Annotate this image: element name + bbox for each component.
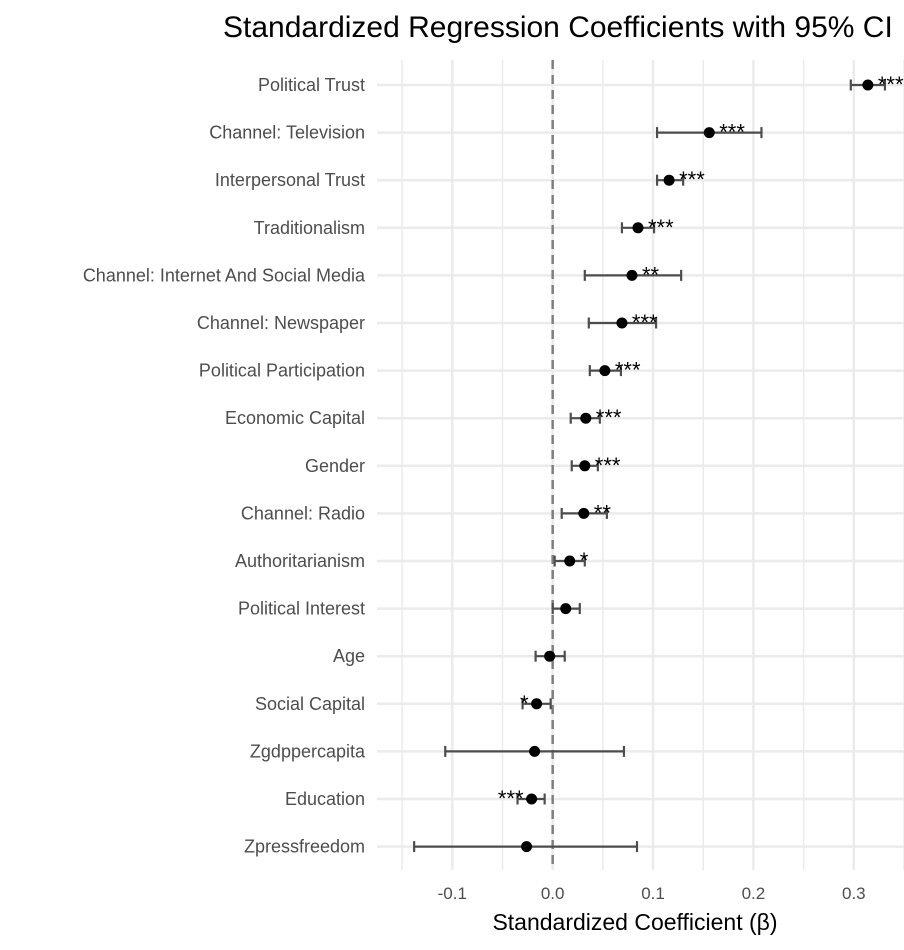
x-tick-label: 0.1 (641, 884, 665, 903)
estimate-point (578, 507, 590, 519)
category-label: Authoritarianism (235, 551, 365, 571)
estimate-point (531, 698, 543, 710)
estimate-point (626, 269, 638, 281)
category-label: Economic Capital (225, 408, 365, 428)
x-tick-label: -0.1 (438, 884, 467, 903)
significance-marker: * (580, 548, 589, 573)
category-label: Social Capital (255, 694, 365, 714)
category-label: Age (333, 646, 365, 666)
estimate-point (663, 174, 675, 186)
estimate-point (862, 79, 874, 91)
chart-title: Standardized Regression Coefficients wit… (223, 11, 893, 44)
category-label: Political Interest (238, 599, 365, 619)
point-layer (521, 79, 874, 853)
estimate-point (703, 127, 715, 139)
category-label: Channel: Radio (241, 503, 365, 523)
grid-layer (377, 60, 904, 870)
x-tick-label: 0.0 (541, 884, 565, 903)
estimate-point (521, 841, 533, 853)
estimate-point (544, 650, 556, 662)
category-label: Zpressfreedom (244, 837, 365, 857)
significance-marker: *** (595, 453, 621, 478)
category-label: Political Participation (199, 361, 365, 381)
category-label: Traditionalism (254, 218, 365, 238)
significance-marker: *** (632, 310, 658, 335)
significance-marker: *** (596, 405, 622, 430)
category-label: Gender (305, 456, 365, 476)
category-label: Channel: Television (209, 123, 365, 143)
significance-marker: *** (719, 120, 745, 145)
significance-marker: *** (648, 215, 674, 240)
significance-marker: *** (498, 786, 524, 811)
category-label: Channel: Internet And Social Media (83, 265, 366, 285)
category-label: Zgdppercapita (250, 741, 366, 761)
estimate-point (632, 222, 644, 234)
significance-marker: *** (878, 72, 904, 97)
significance-marker: ** (642, 262, 660, 287)
category-label: Political Trust (258, 75, 365, 95)
significance-marker: *** (615, 358, 641, 383)
x-tick-label: 0.3 (842, 884, 866, 903)
category-label: Education (285, 789, 365, 809)
category-label: Channel: Newspaper (197, 313, 365, 333)
significance-marker: *** (679, 167, 705, 192)
estimate-point (579, 460, 591, 472)
estimate-point (564, 555, 576, 567)
estimate-point (526, 793, 538, 805)
significance-marker: ** (594, 500, 612, 525)
estimate-point (529, 745, 541, 757)
x-tick-label: 0.2 (742, 884, 766, 903)
x-axis-title: Standardized Coefficient (β) (492, 909, 777, 935)
estimate-point (580, 412, 592, 424)
category-label: Interpersonal Trust (215, 170, 365, 190)
estimate-point (616, 317, 628, 329)
estimate-point (560, 603, 572, 615)
errorbar-layer (413, 79, 887, 853)
significance-marker: * (520, 691, 529, 716)
estimate-point (599, 365, 611, 377)
